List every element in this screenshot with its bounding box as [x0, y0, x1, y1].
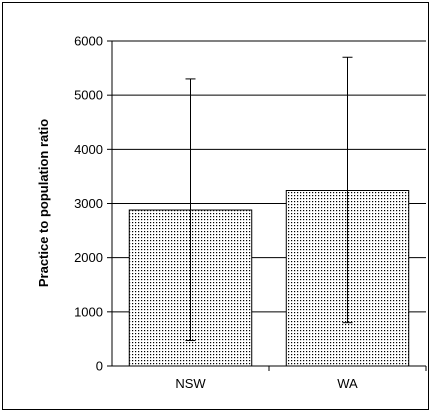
- y-tick-label: 3000: [74, 196, 103, 211]
- y-tick-label: 5000: [74, 88, 103, 103]
- y-tick-label: 0: [96, 359, 103, 374]
- y-tick-label: 1000: [74, 304, 103, 319]
- x-tick-label-nsw: NSW: [175, 376, 206, 391]
- y-tick-label: 2000: [74, 250, 103, 265]
- axes: 0 1000 2000 3000 4000 5000 6000 NSW WA: [74, 34, 427, 391]
- bars: [128, 190, 410, 367]
- x-tick-label-wa: WA: [337, 376, 358, 391]
- y-axis-title: Practice to population ratio: [36, 119, 51, 287]
- y-tick-label: 6000: [74, 34, 103, 49]
- error-bars: [185, 56, 353, 342]
- y-tick-label: 4000: [74, 142, 103, 157]
